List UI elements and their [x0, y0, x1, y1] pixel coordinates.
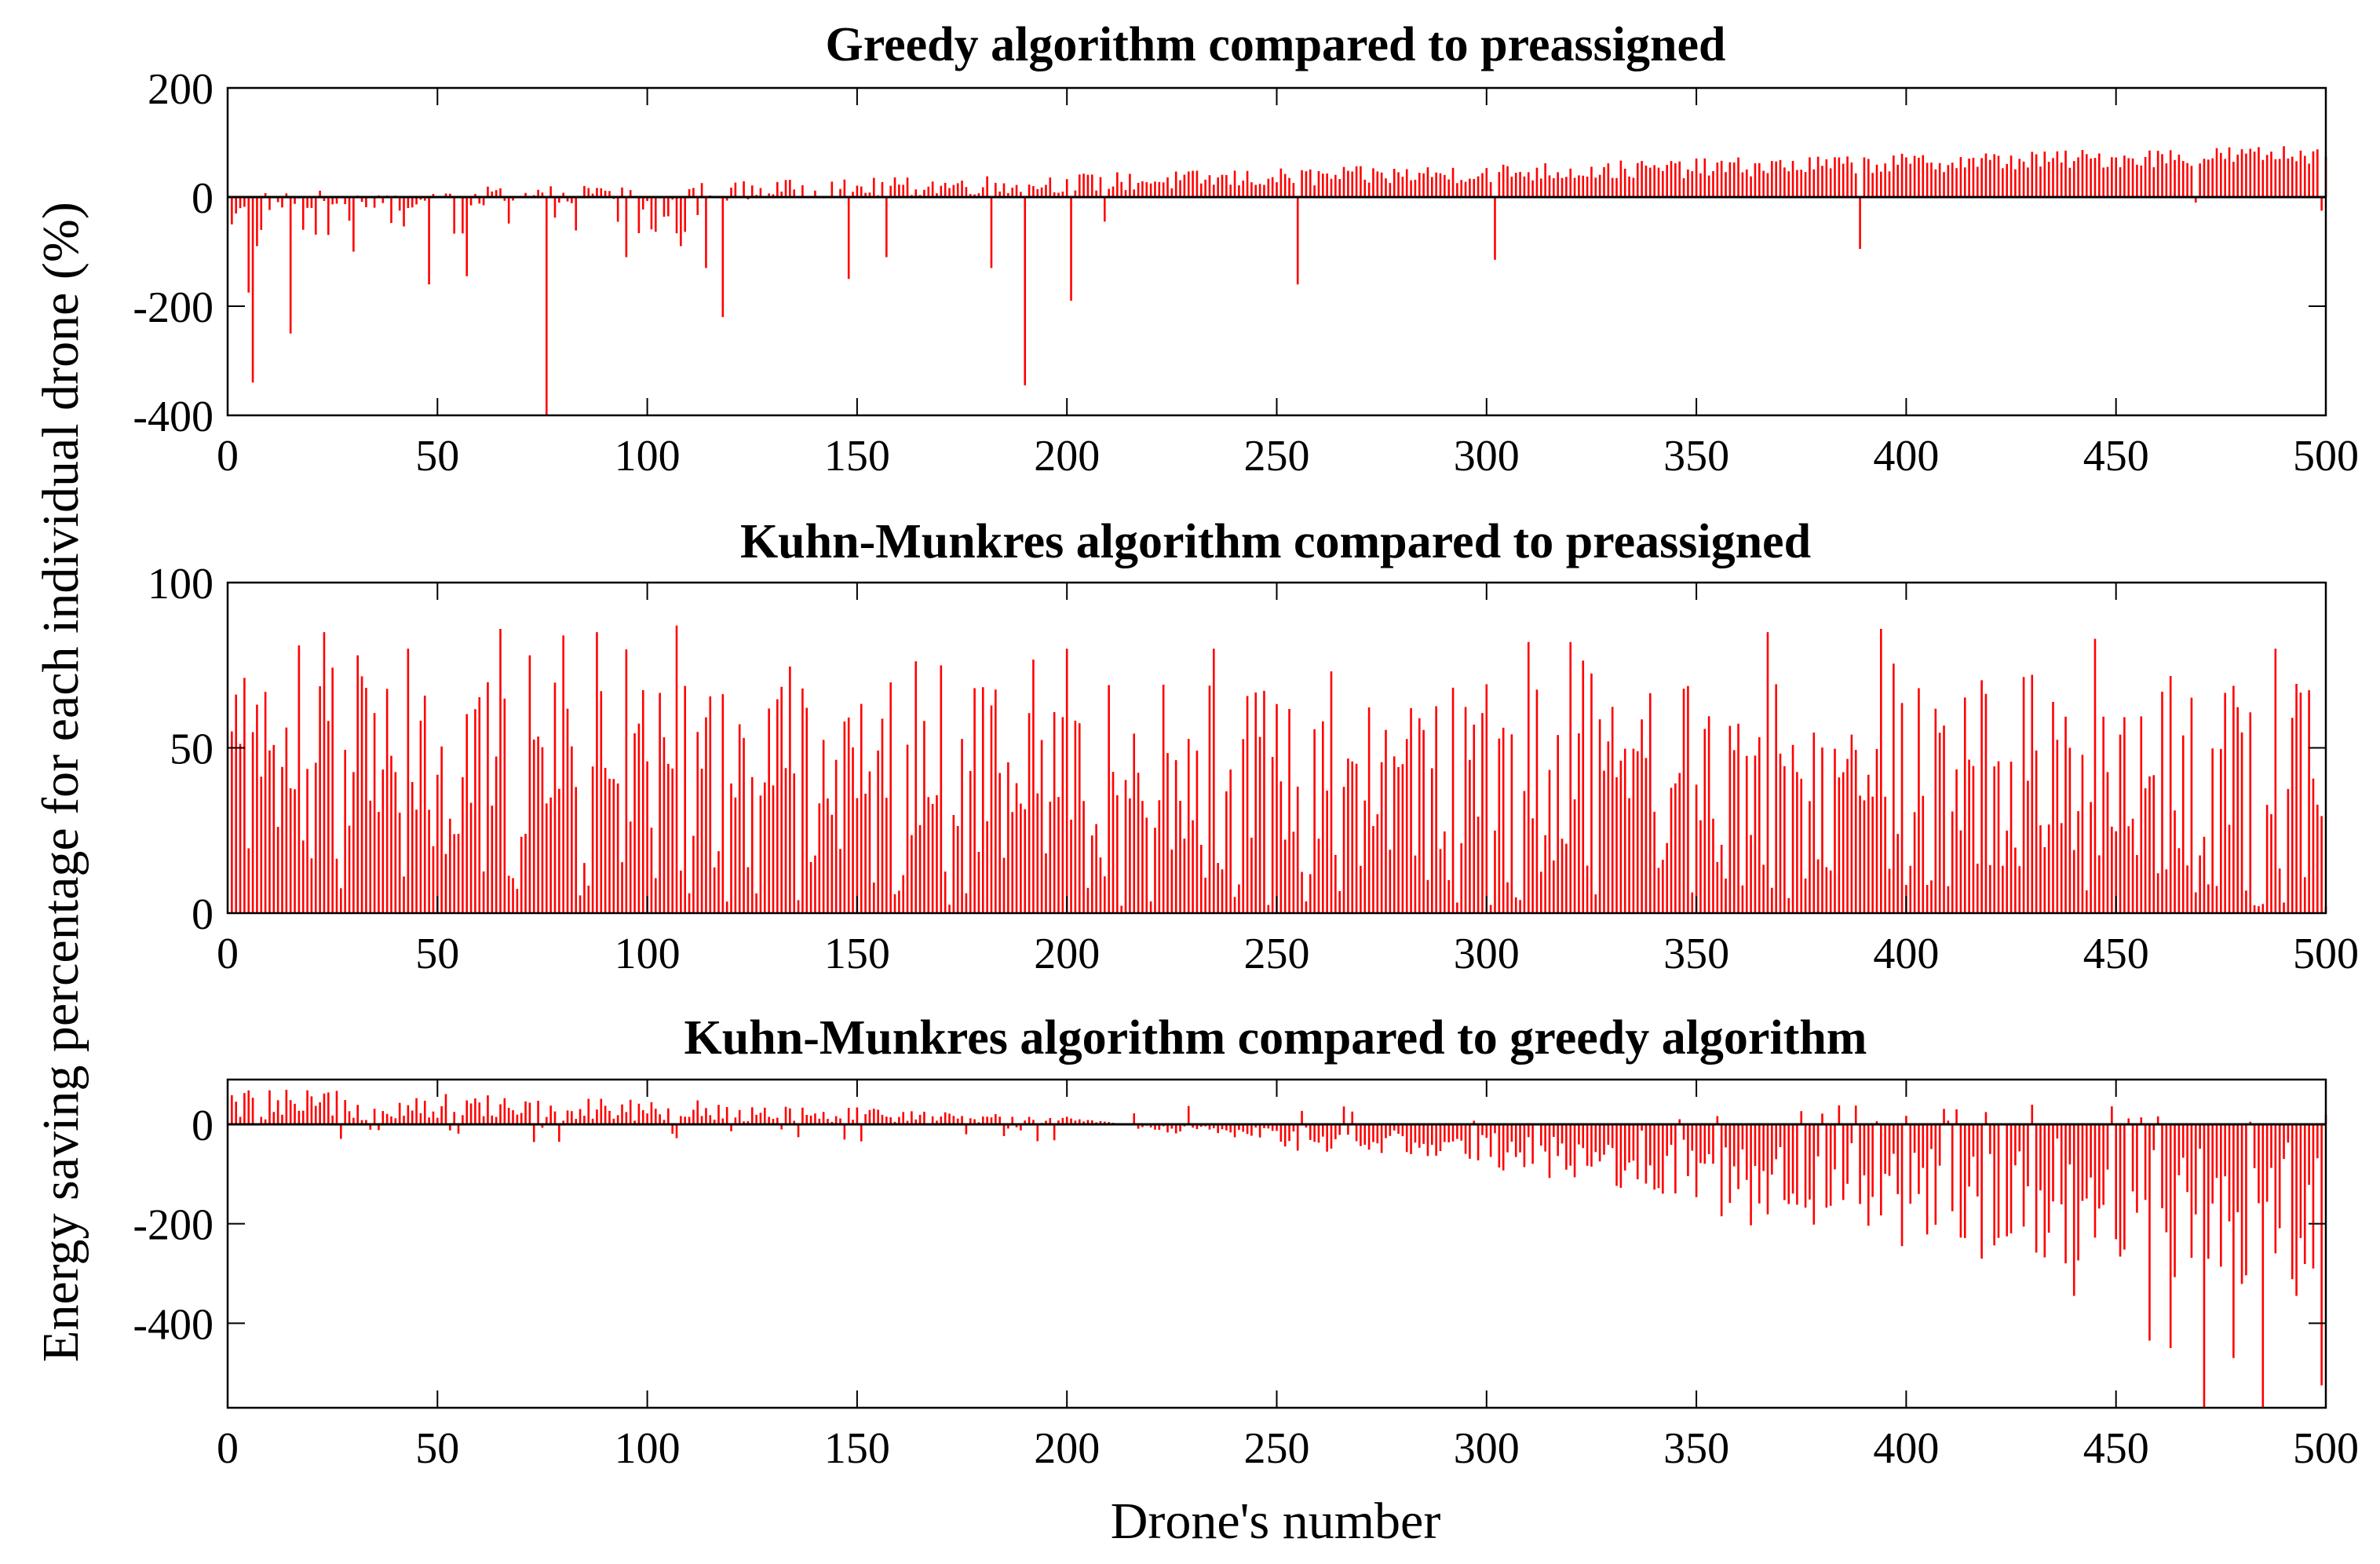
y-tick-label: 50 [170, 725, 214, 774]
x-tick-label: 250 [1244, 432, 1310, 481]
y-tick-label: 0 [192, 174, 214, 223]
x-tick-label: 350 [1663, 930, 1729, 978]
y-axis-label: Energy saving percentage for each indivi… [32, 202, 89, 1362]
x-tick-label: 300 [1454, 432, 1520, 481]
x-tick-label: 250 [1244, 930, 1310, 978]
x-tick-label: 200 [1034, 1424, 1100, 1473]
x-tick-label: 500 [2293, 930, 2359, 978]
x-tick-label: 0 [217, 1424, 239, 1473]
x-tick-label: 350 [1663, 432, 1729, 481]
x-tick-label: 200 [1034, 930, 1100, 978]
x-tick-label: 500 [2293, 1424, 2359, 1473]
x-tick-label: 450 [2083, 930, 2149, 978]
plot1-title: Greedy algorithm compared to preassigned [825, 18, 1726, 71]
x-tick-label: 150 [824, 432, 890, 481]
y-tick-label: 100 [148, 560, 214, 608]
x-tick-label: 50 [415, 930, 459, 978]
x-tick-label: 300 [1454, 1424, 1520, 1473]
plot2-title: Kuhn-Munkres algorithm compared to preas… [739, 515, 1812, 568]
y-tick-label: 0 [192, 890, 214, 939]
x-tick-label: 400 [1873, 930, 1939, 978]
y-tick-label: 0 [192, 1102, 214, 1150]
y-tick-label: -200 [133, 1201, 214, 1250]
y-tick-label: -200 [133, 283, 214, 332]
y-tick-label: -400 [133, 393, 214, 441]
x-tick-label: 400 [1873, 1424, 1939, 1473]
x-tick-label: 0 [217, 432, 239, 481]
x-tick-label: 100 [615, 1424, 681, 1473]
x-tick-label: 250 [1244, 1424, 1310, 1473]
x-tick-label: 150 [824, 1424, 890, 1473]
x-tick-label: 300 [1454, 930, 1520, 978]
x-tick-label: 100 [615, 432, 681, 481]
y-tick-label: 200 [148, 65, 214, 114]
x-tick-label: 0 [217, 930, 239, 978]
x-tick-label: 450 [2083, 432, 2149, 481]
x-tick-label: 50 [415, 432, 459, 481]
plot3-title: Kuhn-Munkres algorithm compared to greed… [684, 1011, 1867, 1065]
x-tick-label: 50 [415, 1424, 459, 1473]
x-tick-label: 450 [2083, 1424, 2149, 1473]
x-axis-label: Drone's number [1110, 1493, 1441, 1550]
x-tick-label: 400 [1873, 432, 1939, 481]
y-tick-label: -400 [133, 1300, 214, 1349]
x-tick-label: 200 [1034, 432, 1100, 481]
x-tick-label: 350 [1663, 1424, 1729, 1473]
x-tick-label: 150 [824, 930, 890, 978]
x-tick-label: 500 [2293, 432, 2359, 481]
x-tick-label: 100 [615, 930, 681, 978]
